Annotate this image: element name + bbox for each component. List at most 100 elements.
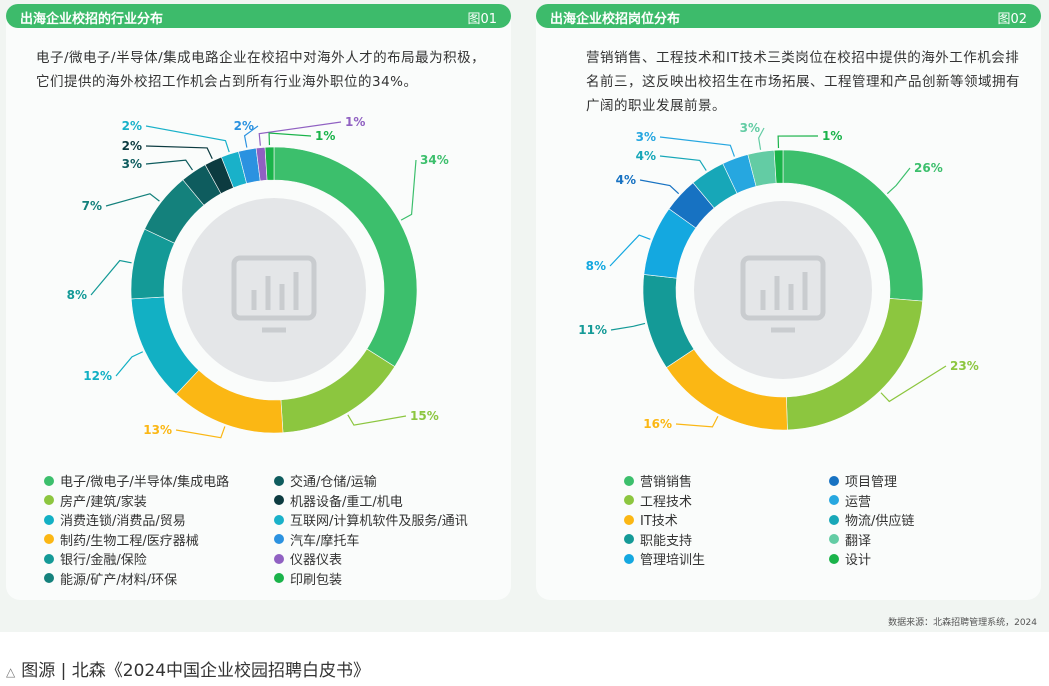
position-chart-title: 出海企业校招岗位分布 [550,12,681,27]
slice-value-label: 2% [122,139,142,153]
slice-value-label: 15% [410,409,439,423]
position-panel: 出海企业校招岗位分布 图02 营销销售、工程技术和IT技术三类岗位在校招中提供的… [536,4,1041,600]
legend-swatch [44,495,54,505]
leader-line [400,159,417,221]
leader-line [105,193,160,207]
legend-label: 运营 [845,494,872,510]
legend-swatch [274,573,284,583]
legend-swatch [44,573,54,583]
bar-chart-icon [231,255,317,333]
legend-label: 能源/矿产/材料/环保 [60,572,178,588]
legend-swatch [274,495,284,505]
donut-center [182,198,366,382]
legend-item: 银行/金融/保险 [44,549,147,568]
caption-text: 图源 | 北森《2024中国企业校园招聘白皮书》 [21,661,371,681]
legend-label: 仪器仪表 [290,553,343,568]
legend-swatch [624,495,634,505]
legend-item: 能源/矿产/材料/环保 [44,569,177,588]
legend-item: 制药/生物工程/医疗器械 [44,530,199,549]
legend-item: 翻译 [829,530,871,549]
donut-center [694,201,872,379]
legend-swatch [274,553,284,564]
leader-line [610,322,646,331]
legend-item: 设计 [829,549,871,568]
legend-label: 物流/供应链 [845,514,915,529]
data-source-note: 数据来源：北森招聘管理系统，2024 [888,618,1037,628]
legend-swatch [829,553,839,564]
legend-item: 仪器仪表 [274,549,342,568]
slice-value-label: 3% [636,130,656,144]
slice-value-label: 3% [122,157,142,171]
legend-item: 运营 [829,491,871,510]
donut-slice [773,149,784,184]
legend-item: 项目管理 [829,471,897,490]
image-caption: △ 图源 | 北森《2024中国企业校园招聘白皮书》 [6,656,370,681]
leader-line [777,135,819,149]
donut-slice [264,146,275,181]
position-title-bar: 出海企业校招岗位分布 图02 [536,4,1041,28]
legend-label: 电子/微电子/半导体/集成电路 [60,475,230,490]
legend-swatch [44,514,54,525]
leader-line [675,415,719,428]
slice-value-label: 34% [420,153,449,167]
triangle-up-icon: △ [6,665,16,679]
slice-value-label: 4% [636,149,656,163]
leader-line [145,125,230,153]
leader-line [659,155,707,171]
slice-value-label: 1% [345,115,365,129]
leader-line [90,259,132,296]
legend-label: 制药/生物工程/医疗器械 [60,533,199,549]
legend-item: 物流/供应链 [829,510,914,529]
infographic-background: 出海企业校招的行业分布 图01 电子/微电子/半导体/集成电路企业在校招中对海外… [0,0,1049,632]
legend-swatch [829,495,839,505]
legend-item: 交通/仓储/运输 [274,471,377,490]
slice-value-label: 23% [950,359,979,373]
legend-swatch [44,475,54,486]
legend-label: 银行/金融/保险 [60,553,147,568]
leader-line [175,426,226,439]
legend-swatch [624,534,634,544]
legend-label: 交通/仓储/运输 [290,475,377,490]
legend-item: 管理培训生 [624,549,705,568]
legend-swatch [44,534,54,544]
industry-panel: 出海企业校招的行业分布 图01 电子/微电子/半导体/集成电路企业在校招中对海外… [6,4,511,600]
leader-line [880,365,947,403]
legend-label: 设计 [845,553,872,568]
legend-label: 项目管理 [845,475,898,490]
legend-label: 房产/建筑/家装 [60,494,147,510]
industry-title-bar: 出海企业校招的行业分布 图01 [6,4,511,28]
leader-line [347,414,407,426]
position-donut-chart: 26% 23% 16% 11% 8% 4%4% 3% 3% 1% [578,121,979,431]
bar-chart-icon [740,255,826,333]
slice-value-label: 26% [914,161,943,175]
legend-swatch [829,475,839,486]
slice-value-label: 11% [578,323,607,337]
slice-value-label: 12% [83,369,112,383]
legend-label: 管理培训生 [640,553,706,568]
slice-value-label: 8% [586,259,606,273]
leader-line [886,167,911,195]
slice-value-label: 1% [315,129,335,143]
legend-item: 职能支持 [624,530,692,549]
slice-value-label: 2% [234,119,254,133]
legend-label: 工程技术 [640,494,693,510]
legend-swatch [624,475,634,486]
slice-value-label: 1% [822,129,842,143]
legend-label: 机器设备/重工/机电 [290,494,403,510]
legend-item: 电子/微电子/半导体/集成电路 [44,471,229,490]
legend-item: 消费连锁/消费品/贸易 [44,510,186,529]
slice-value-label: 4% [616,173,636,187]
donut-slice [273,146,418,368]
industry-donut-chart: 34% 15% 13% 12% 8% 7% 3% 2% 2% 2% 1% 1% [67,115,449,439]
legend-label: 印刷包装 [290,572,343,588]
legend-item: 互联网/计算机软件及服务/通讯 [274,510,468,529]
slice-value-label: 2% [122,119,142,133]
slice-value-label: 13% [143,423,172,437]
legend-swatch [624,514,634,525]
slice-value-label: 7% [82,199,102,213]
leader-line [145,159,193,171]
legend-item: IT技术 [624,510,678,529]
leader-line [258,121,342,146]
leader-line [115,351,144,377]
leader-line [145,145,213,160]
